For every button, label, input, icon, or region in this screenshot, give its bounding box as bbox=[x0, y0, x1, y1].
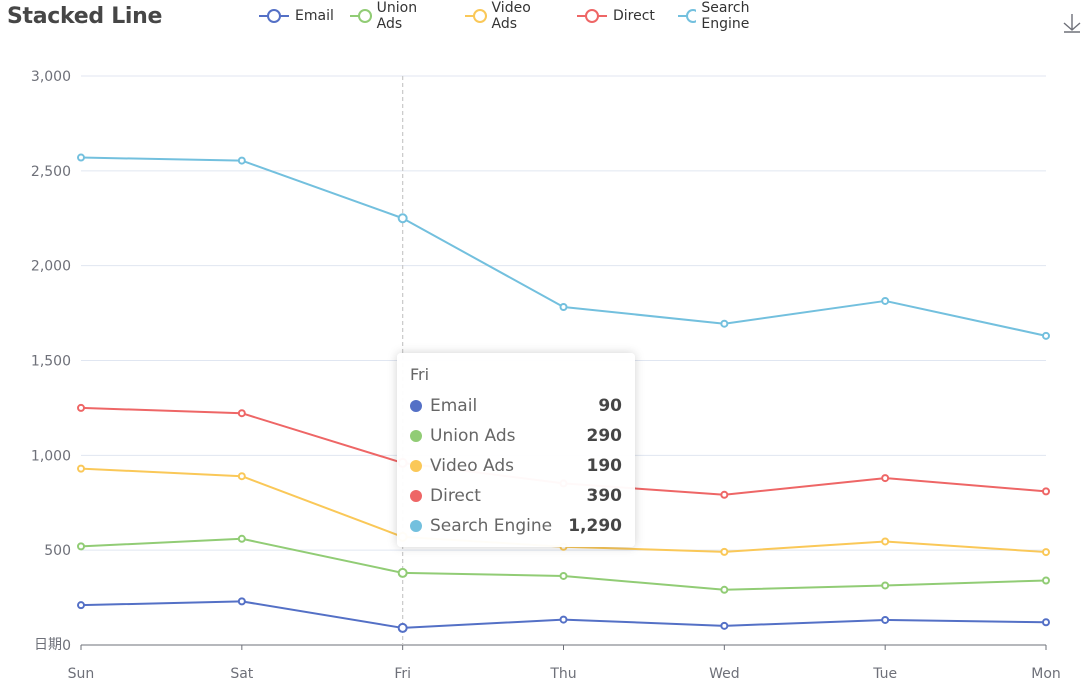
legend-item-email[interactable]: Email bbox=[258, 5, 334, 27]
legend-label: Email bbox=[295, 8, 334, 24]
y-tick-label: 1,500 bbox=[31, 354, 71, 370]
data-point bbox=[720, 621, 729, 630]
series-dot-icon bbox=[410, 490, 422, 502]
data-point bbox=[77, 153, 85, 162]
x-tick-label: Fri bbox=[394, 666, 411, 682]
x-tick-label: Sat bbox=[230, 666, 253, 682]
data-point bbox=[397, 213, 408, 224]
tooltip-series-name: Search Engine bbox=[430, 516, 553, 536]
y-tick-label: 0 bbox=[62, 638, 71, 654]
data-point bbox=[720, 319, 729, 328]
tooltip-series-value: 290 bbox=[586, 426, 623, 446]
legend-marker-icon bbox=[678, 9, 697, 23]
download-icon[interactable] bbox=[1060, 10, 1084, 34]
tooltip-row: Email 90 bbox=[410, 391, 622, 421]
data-point bbox=[237, 156, 246, 165]
data-point bbox=[1042, 331, 1050, 340]
chart-title: Stacked Line bbox=[7, 4, 163, 29]
tooltip-series-name: Direct bbox=[430, 486, 481, 506]
series-dot-icon bbox=[410, 460, 422, 472]
data-point bbox=[77, 542, 85, 551]
data-point bbox=[77, 464, 85, 473]
data-point bbox=[720, 585, 729, 594]
data-point bbox=[77, 403, 85, 412]
data-point bbox=[559, 303, 568, 312]
x-axis-name: 日期 bbox=[34, 637, 62, 653]
legend-marker-icon bbox=[259, 9, 289, 23]
data-point bbox=[1042, 576, 1050, 585]
x-tick-label: Sun bbox=[68, 666, 95, 682]
data-point bbox=[397, 567, 408, 578]
tooltip-series-value: 1,290 bbox=[568, 516, 622, 536]
series-line-email bbox=[80, 600, 1047, 629]
data-point bbox=[1042, 548, 1050, 557]
x-tick-label: Thu bbox=[549, 666, 576, 682]
legend-label: Video Ads bbox=[491, 0, 531, 32]
tooltip-row: Direct 390 bbox=[410, 481, 622, 511]
data-point bbox=[77, 601, 85, 610]
x-tick-label: Mon bbox=[1031, 666, 1061, 682]
y-tick-label: 1,000 bbox=[31, 448, 71, 464]
tooltip-row: Union Ads 290 bbox=[410, 421, 622, 451]
legend-item-direct[interactable]: Direct bbox=[576, 5, 655, 27]
legend-item-search-engine[interactable]: Search Engine bbox=[677, 0, 762, 32]
data-point bbox=[237, 409, 246, 418]
tooltip: Fri Email 90 Union Ads 290 Video Ads 190 Direc… bbox=[397, 353, 635, 547]
data-point bbox=[1042, 618, 1050, 627]
legend-label: Union Ads bbox=[376, 0, 418, 32]
data-point bbox=[237, 534, 246, 543]
legend-item-union-ads[interactable]: Union Ads bbox=[349, 0, 426, 32]
data-point bbox=[720, 490, 729, 499]
data-point bbox=[237, 472, 246, 481]
data-point bbox=[881, 615, 890, 624]
x-tick-label: Tue bbox=[872, 666, 897, 682]
data-point bbox=[1042, 487, 1050, 496]
data-point bbox=[559, 615, 568, 624]
legend-item-video-ads[interactable]: Video Ads bbox=[464, 0, 540, 32]
y-tick-label: 2,500 bbox=[31, 164, 71, 180]
data-point bbox=[881, 296, 890, 305]
y-tick-label: 3,000 bbox=[31, 69, 71, 85]
legend-label: Search Engine bbox=[701, 0, 750, 32]
tooltip-title: Fri bbox=[410, 365, 430, 384]
data-point bbox=[237, 597, 246, 606]
data-point bbox=[881, 537, 890, 546]
data-point bbox=[720, 547, 729, 556]
legend-label: Direct bbox=[613, 8, 655, 24]
x-tick-label: Wed bbox=[709, 666, 740, 682]
tooltip-series-value: 90 bbox=[598, 396, 622, 416]
tooltip-series-name: Email bbox=[430, 396, 478, 416]
tooltip-series-value: 390 bbox=[586, 486, 623, 506]
series-dot-icon bbox=[410, 430, 422, 442]
data-point bbox=[559, 571, 568, 580]
tooltip-row: Video Ads 190 bbox=[410, 451, 622, 481]
series-dot-icon bbox=[410, 520, 422, 532]
tooltip-row: Search Engine 1,290 bbox=[410, 511, 622, 541]
series-dot-icon bbox=[410, 400, 422, 412]
y-tick-label: 500 bbox=[44, 543, 71, 559]
legend-marker-icon bbox=[350, 9, 372, 23]
data-point bbox=[881, 581, 890, 590]
legend-marker-icon bbox=[465, 9, 487, 23]
data-point bbox=[881, 474, 890, 483]
data-point bbox=[397, 622, 408, 633]
tooltip-series-name: Union Ads bbox=[430, 426, 516, 446]
tooltip-series-name: Video Ads bbox=[430, 456, 515, 476]
tooltip-series-value: 190 bbox=[586, 456, 623, 476]
legend-marker-icon bbox=[577, 9, 607, 23]
y-tick-label: 2,000 bbox=[31, 259, 71, 275]
